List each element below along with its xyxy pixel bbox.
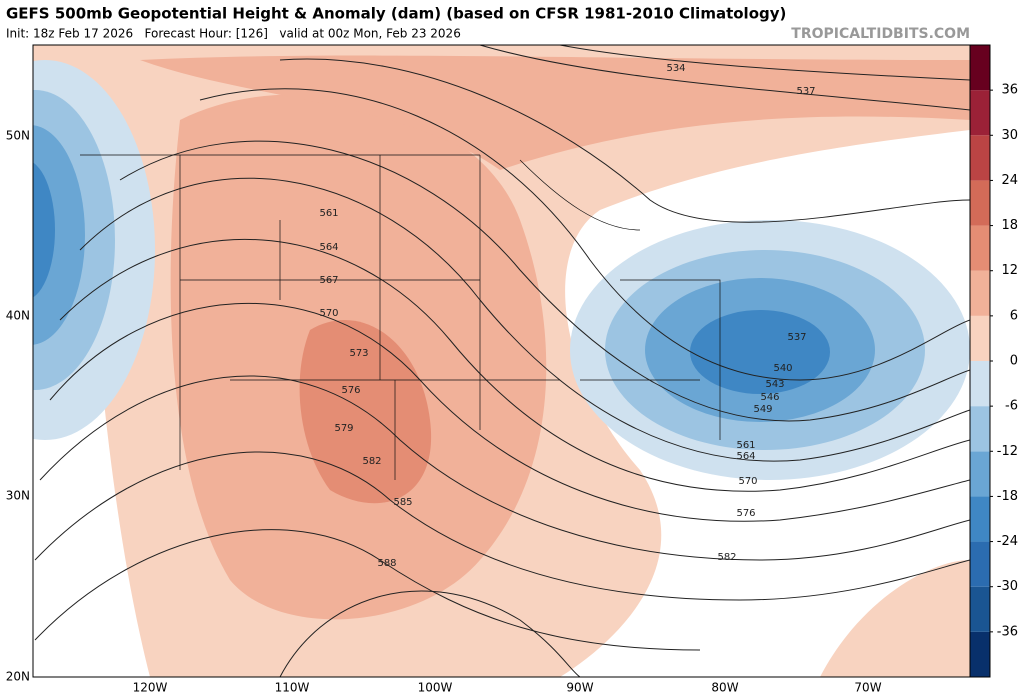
colorbar-band [970, 315, 990, 361]
lon-label: 90W [566, 681, 593, 695]
contour-label: 540 [773, 363, 792, 374]
contour-label: 576 [341, 385, 360, 396]
subtitle: Init: 18z Feb 17 2026 Forecast Hour: [12… [6, 27, 461, 41]
lon-label: 100W [418, 681, 453, 695]
contour-label: 549 [753, 404, 772, 415]
colorbar-tick-label: 36 [1001, 83, 1018, 98]
colorbar-tick-label: -30 [997, 579, 1018, 594]
contour-label: 561 [319, 208, 338, 219]
contour-label: 561 [736, 440, 755, 451]
contour-label: 534 [666, 63, 685, 74]
colorbar-tick-label: -24 [997, 534, 1018, 549]
colorbar-tick-label: 0 [1010, 354, 1018, 369]
lat-label: 50N [6, 129, 30, 143]
contour-label: 543 [765, 379, 784, 390]
lat-label: 30N [6, 489, 30, 503]
site: TROPICALTIDBITS.COM [791, 26, 970, 42]
lon-label: 70W [854, 681, 881, 695]
colorbar-tick-label: -18 [997, 489, 1018, 504]
colorbar-band [970, 45, 990, 91]
colorbar-band [970, 225, 990, 271]
contour-label: 564 [736, 451, 755, 462]
contour-label: 546 [760, 392, 779, 403]
colorbar-tick-label: -12 [997, 444, 1018, 459]
title: GEFS 500mb Geopotential Height & Anomaly… [6, 5, 786, 23]
lon-label: 80W [711, 681, 738, 695]
contour-label: 567 [319, 275, 338, 286]
lat-label: 40N [6, 309, 30, 323]
contour-label: 573 [349, 348, 368, 359]
colorbar-band [970, 135, 990, 181]
colorbar-band [970, 541, 990, 587]
colorbar-tick-label: 30 [1001, 128, 1018, 143]
colorbar-band [970, 90, 990, 136]
colorbar-band [970, 406, 990, 452]
contour-label: 564 [319, 242, 338, 253]
contour-label: 570 [319, 308, 338, 319]
lon-label: 120W [133, 681, 168, 695]
contour-label: 576 [736, 508, 755, 519]
contour-label: 537 [796, 86, 815, 97]
colorbar-band [970, 586, 990, 632]
colorbar-band [970, 631, 990, 677]
colorbar-tick-label: -6 [1005, 399, 1018, 414]
colorbar-tick-label: 12 [1001, 263, 1018, 278]
colorbar-tick-label: -36 [997, 624, 1018, 639]
colorbar-band [970, 270, 990, 316]
colorbar-band [970, 451, 990, 497]
colorbar-tick-label: 6 [1010, 308, 1018, 323]
colorbar-band [970, 496, 990, 542]
contour-label: 537 [787, 332, 806, 343]
colorbar-tick-label: 18 [1001, 218, 1018, 233]
lon-label: 110W [275, 681, 310, 695]
map [33, 45, 970, 677]
lat-label: 20N [6, 670, 30, 684]
contour-label: 585 [393, 497, 412, 508]
colorbar-tick-label: 24 [1001, 173, 1018, 188]
contour-label: 582 [362, 456, 381, 467]
contour-label: 579 [334, 423, 353, 434]
colorbar-band [970, 361, 990, 407]
contour-label: 582 [717, 552, 736, 563]
colorbar-band [970, 180, 990, 226]
contour-label: 588 [377, 558, 396, 569]
contour-label: 570 [738, 476, 757, 487]
